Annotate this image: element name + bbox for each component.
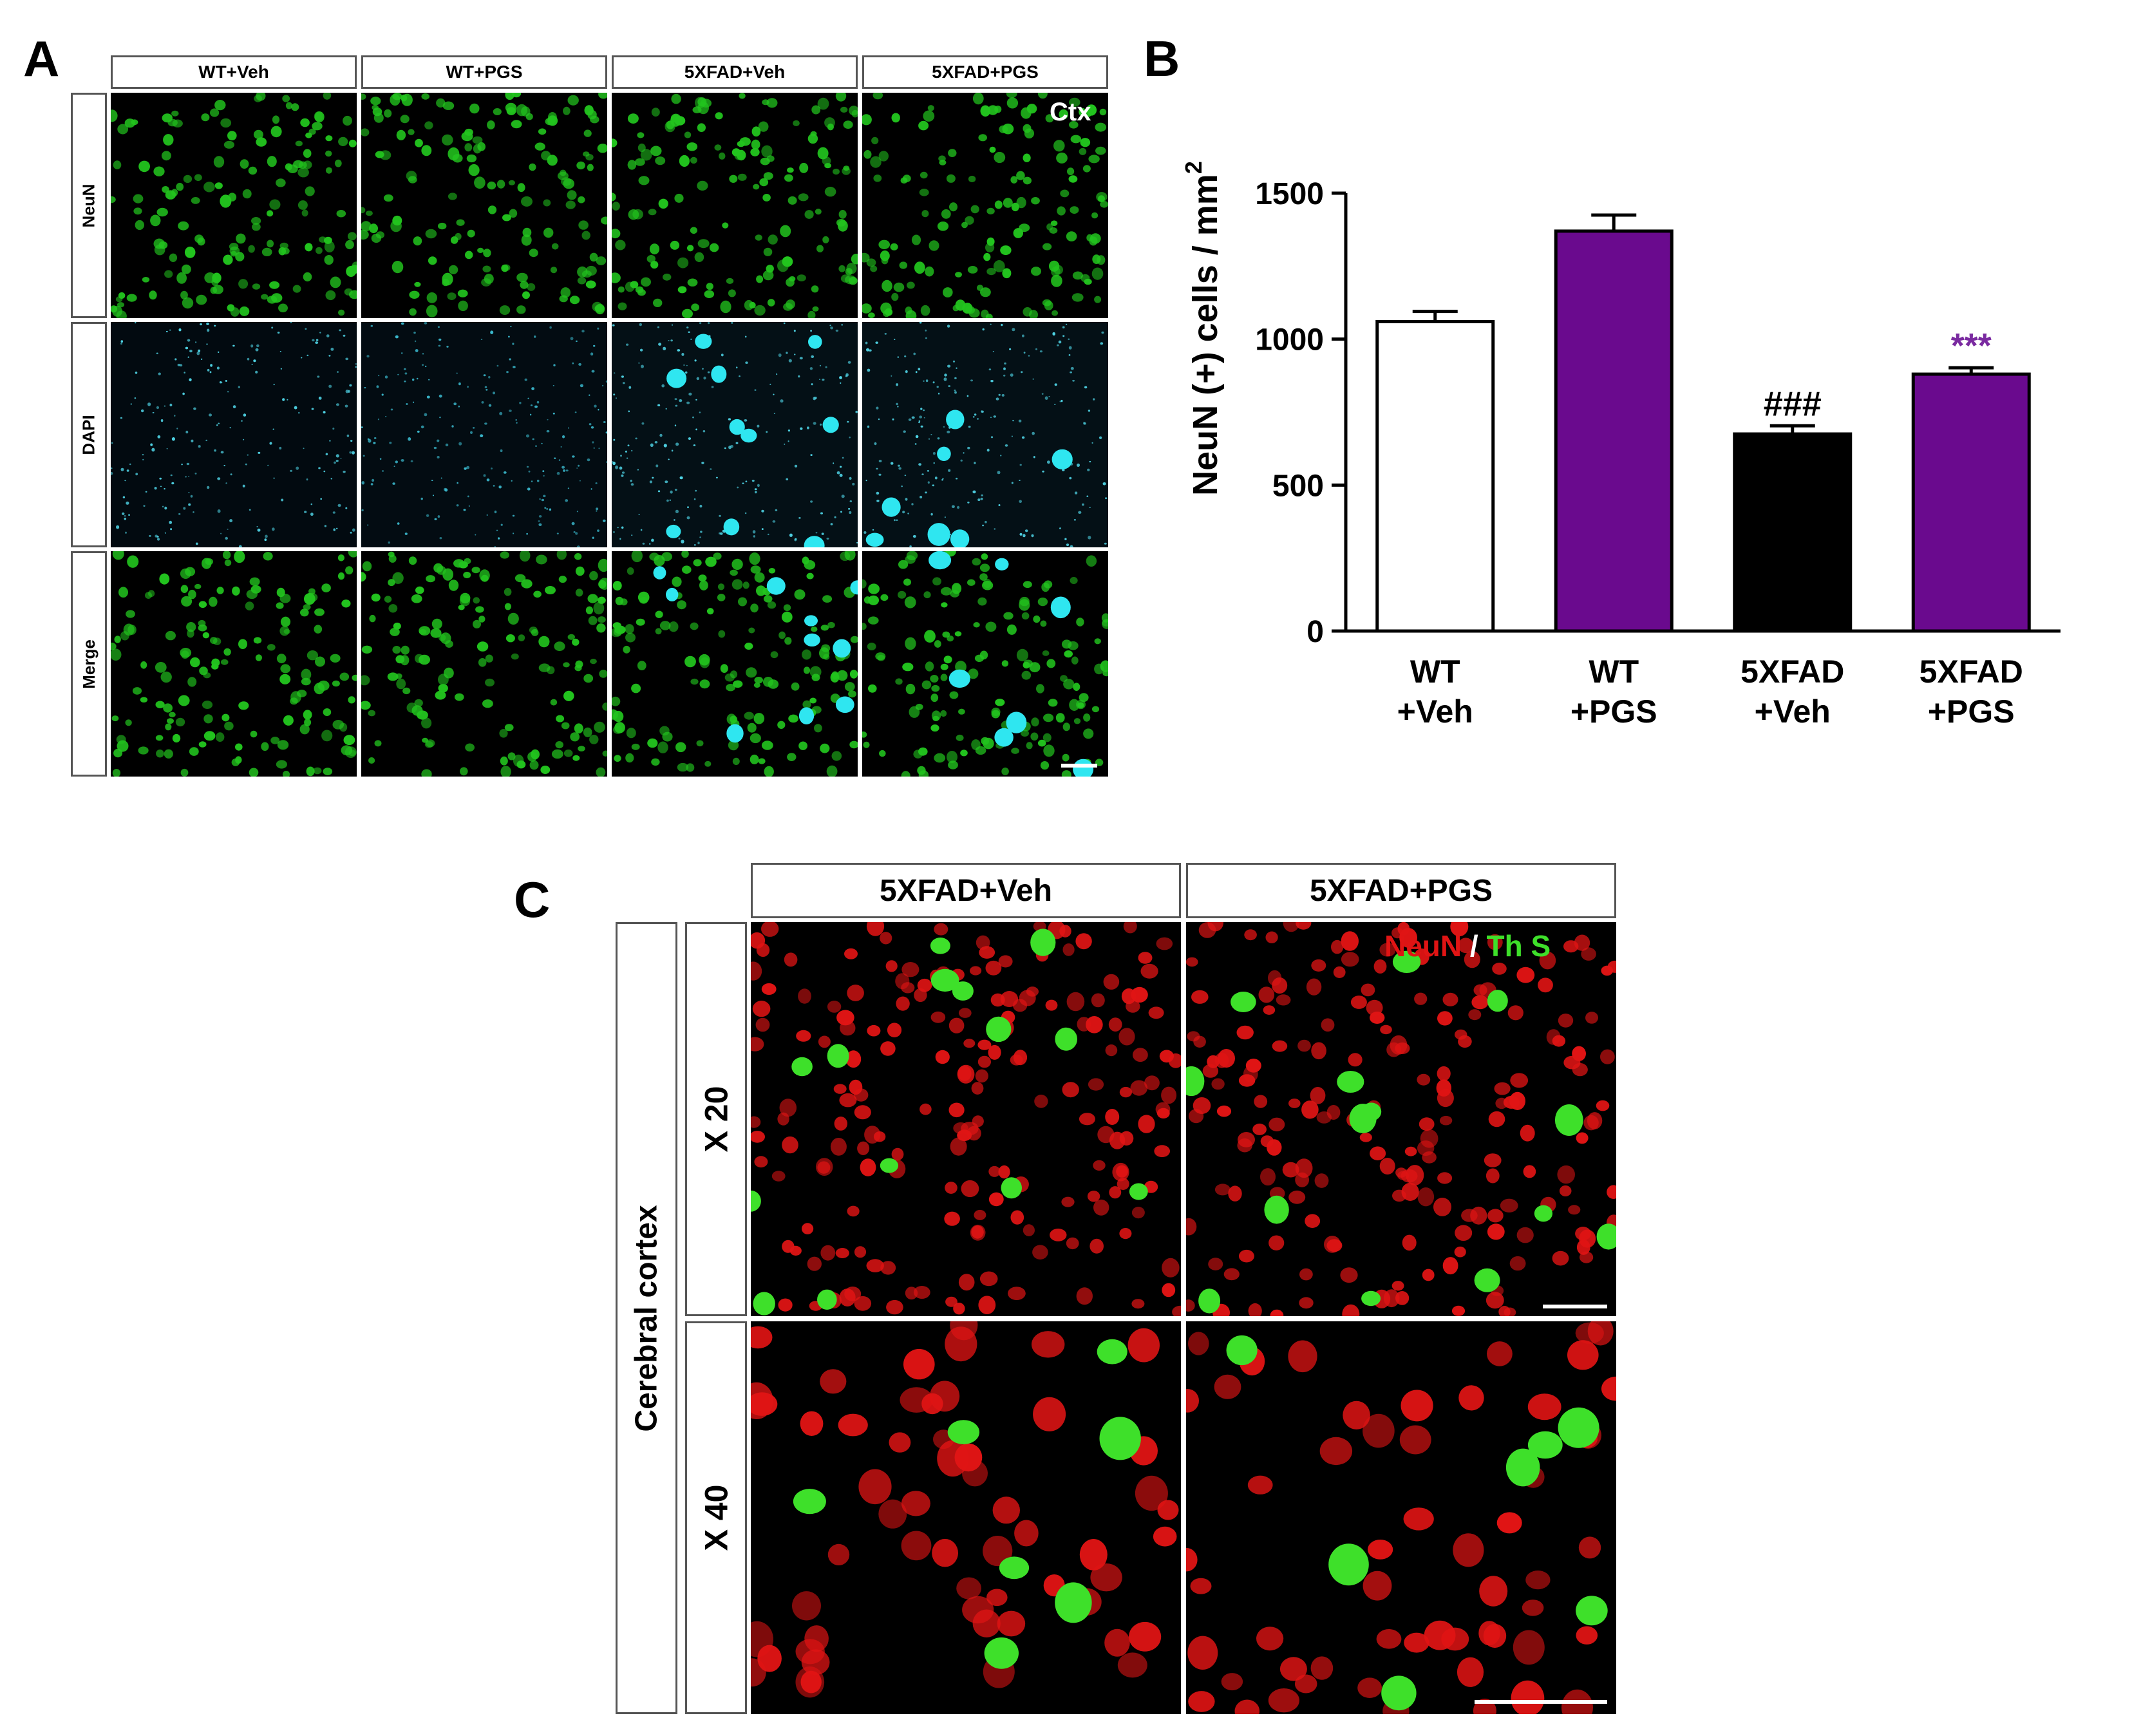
y-axis-label: NeuN (+) cells / mm2 — [1180, 161, 1225, 496]
y-tick-label: 0 — [1306, 615, 1324, 649]
neun-dots — [361, 551, 607, 777]
y-tick-label: 1500 — [1255, 177, 1324, 211]
legend-ths: Th S — [1486, 929, 1551, 963]
bar — [1911, 372, 2031, 633]
panel-c-row-label-x40-text: X 40 — [698, 1484, 735, 1551]
micrograph-dapi-wt-pgs — [361, 322, 607, 547]
thioflavin-plaques — [1226, 1335, 1608, 1711]
neun-dots — [862, 551, 1108, 777]
panel-c-side-label: Cerebral cortex — [616, 922, 677, 1714]
x-tick-label: +PGS — [1570, 693, 1657, 730]
micrograph-neun-wt-veh — [111, 93, 357, 318]
bar-annotations: ### *** — [1764, 326, 1992, 423]
panel-a-row-label-dapi-text: DAPI — [79, 414, 99, 455]
y-axis-label-text: NeuN (+) cells / mm — [1186, 174, 1225, 496]
panel-c-row-label-x20-text: X 20 — [698, 1086, 735, 1153]
micrograph-c-x20-5xfad-veh — [751, 922, 1181, 1316]
x-tick-label: 5XFAD — [1919, 654, 2023, 690]
panel-c-row-label-x40: X 40 — [685, 1321, 747, 1714]
panel-b-letter: B — [1144, 30, 1180, 87]
micrograph-merge-wt-pgs — [361, 551, 607, 777]
plaques — [865, 410, 1073, 547]
plaques — [653, 566, 858, 743]
significance-mark: ### — [1764, 384, 1822, 423]
micrograph-c-x40-5xfad-veh — [751, 1321, 1181, 1714]
micrograph-c-x40-5xfad-pgs — [1186, 1321, 1616, 1714]
panel-c-col-header-5xfad-pgs: 5XFAD+PGS — [1186, 863, 1616, 918]
micrograph-neun-wt-pgs — [361, 93, 607, 318]
neun-dots — [612, 93, 858, 318]
micrograph-dapi-5xfad-pgs — [862, 322, 1108, 547]
x-tick-label: +PGS — [1928, 693, 2015, 730]
panel-c-scale-bar-x40 — [1475, 1700, 1607, 1704]
micrograph-dapi-5xfad-veh — [612, 322, 858, 547]
x-tick-label: +Veh — [1755, 693, 1831, 730]
panel-a-row-label-neun-text: NeuN — [79, 184, 99, 227]
legend-neun: NeuN — [1384, 929, 1462, 963]
bar — [1733, 432, 1853, 633]
panel-c-stain-legend: NeuN / Th S — [1384, 929, 1551, 963]
neun-cells — [751, 922, 1181, 1316]
panel-a-col-header-5xfad-veh: 5XFAD+Veh — [612, 55, 858, 89]
y-tick-label: 500 — [1272, 469, 1324, 503]
neun-cells — [751, 1321, 1179, 1698]
neun-cells — [1186, 1321, 1616, 1714]
x-tick-label: 5XFAD — [1740, 654, 1844, 690]
neun-dots — [612, 551, 858, 777]
panel-a-col-header-5xfad-pgs: 5XFAD+PGS — [862, 55, 1108, 89]
plaques — [666, 334, 839, 547]
x-tick-label: +Veh — [1397, 693, 1473, 730]
panel-c-scale-bar-x20 — [1543, 1305, 1607, 1308]
panel-a-scale-bar — [1061, 764, 1097, 768]
y-axis: 0 500 1000 1500 — [1255, 177, 2061, 649]
micrograph-merge-5xfad-pgs — [862, 551, 1108, 777]
neun-dots — [361, 93, 607, 317]
micrograph-merge-5xfad-veh — [612, 551, 858, 777]
panel-a-col-header-wt-pgs: WT+PGS — [361, 55, 607, 89]
dapi-specks — [111, 322, 357, 547]
neun-dots — [111, 551, 357, 777]
bar-group — [1375, 213, 2031, 633]
thioflavin-plaques — [793, 1339, 1141, 1669]
thioflavin-plaques — [1186, 950, 1616, 1314]
panel-a-row-label-neun: NeuN — [71, 93, 107, 318]
neun-dots — [862, 93, 1108, 318]
significance-mark: *** — [1951, 326, 1992, 365]
micrograph-merge-wt-veh — [111, 551, 357, 777]
thioflavin-plaques — [751, 929, 1148, 1316]
panel-a-row-label-merge-text: Merge — [79, 639, 99, 689]
x-tick-label: WT — [1410, 654, 1460, 690]
panel-c-col-header-5xfad-veh: 5XFAD+Veh — [751, 863, 1181, 918]
panel-a-row-label-dapi: DAPI — [71, 322, 107, 547]
panel-c-row-label-x20: X 20 — [685, 922, 747, 1316]
micrograph-neun-5xfad-pgs — [862, 93, 1108, 318]
neun-dots — [111, 93, 357, 318]
bar — [1554, 229, 1674, 633]
micrograph-neun-5xfad-veh — [612, 93, 858, 318]
legend-separator: / — [1469, 929, 1478, 963]
panel-a-col-header-wt-veh: WT+Veh — [111, 55, 357, 89]
panel-a-row-label-merge: Merge — [71, 551, 107, 777]
panel-a-region-label: Ctx — [1050, 98, 1091, 126]
panel-c-side-label-text: Cerebral cortex — [629, 1204, 664, 1432]
micrograph-dapi-wt-veh — [111, 322, 357, 547]
x-tick-label: WT — [1589, 654, 1639, 690]
dapi-specks — [361, 322, 607, 547]
micrograph-c-x20-5xfad-pgs — [1186, 922, 1616, 1316]
panel-a-letter: A — [23, 30, 60, 87]
y-axis-label-superscript: 2 — [1180, 161, 1207, 174]
panel-c-letter: C — [514, 871, 551, 928]
y-tick-label: 1000 — [1255, 323, 1324, 357]
plaques — [929, 551, 1094, 777]
bar — [1375, 319, 1495, 633]
